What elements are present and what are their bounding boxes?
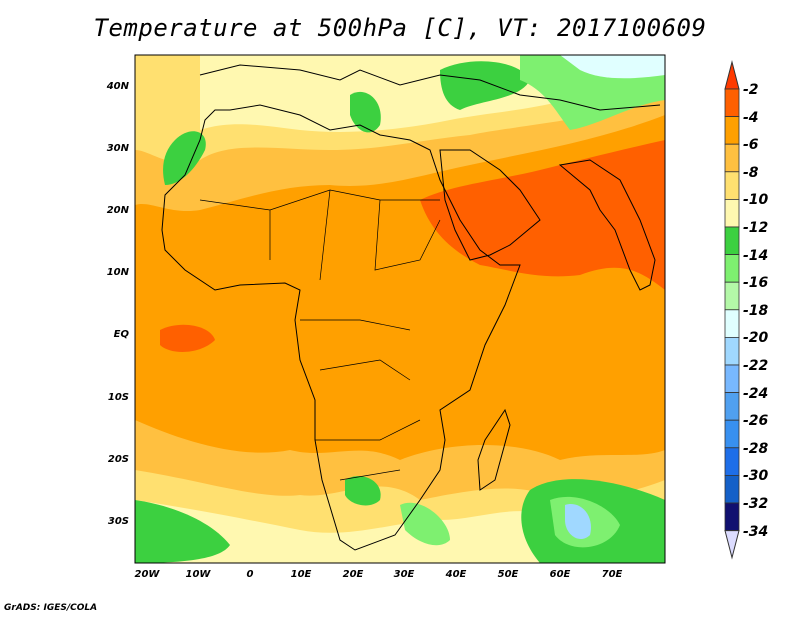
green-mozch [400,502,450,546]
lat-label: 30N [107,143,130,154]
lon-label: 50E [498,569,519,580]
colorbar-swatch [724,116,740,145]
colorbar-swatch [724,336,740,366]
green-morocco [163,131,206,185]
india-coastline [558,159,656,291]
colorbar-label: -14 [743,248,768,264]
colorbar-arrow-top [724,60,740,90]
green-sw [135,500,230,563]
colorbar-swatch [724,198,740,228]
lon-label: 70E [602,569,623,580]
warm-arabia-india [420,140,665,290]
warm-atlantic [160,324,215,352]
europe-coastline [199,64,661,111]
cold-core-se [565,504,591,540]
lat-label: 10S [108,392,129,403]
colorbar-swatch [724,502,740,532]
pale-ne [560,55,665,79]
colorbar-swatch [724,419,740,449]
colorbar-label: -30 [743,468,769,484]
lat-label: 20S [108,454,129,465]
coastlines [161,64,661,551]
lon-label: 30E [394,569,415,580]
lat-label: 30S [108,516,129,527]
chart-title: Temperature at 500hPa [C], VT: 201710060… [93,14,707,42]
lon-label: 0 [247,569,254,580]
lat-label: 10N [107,267,130,278]
colorbar-label: -18 [743,303,769,319]
lon-label: 10E [291,569,312,580]
colorbar [724,60,740,560]
lon-label: 40E [445,569,467,580]
lon-label: 10W [186,569,212,580]
colorbar-labels: -2 -4 -6 -8 -10 -12 -14 -16 -18 -20 -22 … [743,82,769,540]
colorbar-swatch [724,254,740,283]
lat-label: EQ [114,329,130,340]
colorbar-label: -2 [743,82,759,98]
colorbar-swatch [724,309,740,338]
colorbar-label: -4 [743,110,759,126]
colorbar-label: -12 [743,220,768,236]
lon-axis-labels: 20W 10W 0 10E 20E 30E 40E 50E 60E 70E [135,569,623,580]
colorbar-swatch [724,364,740,394]
map-frame [134,54,666,564]
colorbar-swatch [724,474,740,504]
lon-label: 60E [550,569,571,580]
lon-label: 20W [135,569,161,580]
colorbar-label: -32 [743,496,768,512]
colorbar-label: -26 [743,413,769,429]
green-sa [345,476,381,506]
temperature-field [135,55,665,563]
colorbar-label: -22 [743,358,768,374]
south-paler [135,500,560,563]
colorbar-swatch [724,171,740,200]
colorbar-swatch [724,143,740,173]
colorbar-label: -10 [743,192,769,208]
colorbar-label: -28 [743,441,769,457]
green-med [350,91,381,133]
lat-axis-labels: 40N 30N 20N 10N EQ 10S 20S 30S [106,81,130,527]
colorbar-swatch [724,447,740,476]
madagascar-coastline [477,408,511,491]
colorbar-swatch [724,226,740,256]
credit-text: GrADS: IGES/COLA [4,603,98,613]
colorbar-swatch [724,281,740,311]
lat-label: 20N [107,205,130,216]
colorbar-label: -16 [743,275,769,291]
africa-coastline [161,104,521,551]
country-borders [199,189,441,481]
colorbar-label: -6 [743,137,759,153]
arabia-coastline [439,149,541,261]
lon-label: 20E [343,569,364,580]
colorbar-swatch [724,392,740,421]
colorbar-swatch [724,88,740,118]
colorbar-label: -20 [743,330,769,346]
lat-label: 40N [106,81,130,92]
colorbar-label: -34 [743,524,768,540]
colorbar-label: -8 [743,165,759,181]
colorbar-label: -24 [743,386,768,402]
green-east [440,61,530,110]
colorbar-arrow-bottom [724,530,740,560]
